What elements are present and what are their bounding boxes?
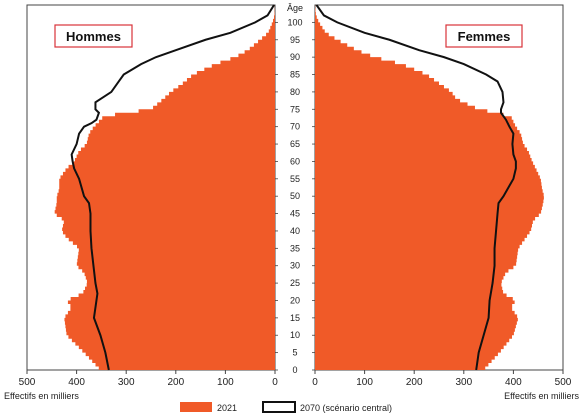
- age-axis-label: Âge: [287, 3, 303, 13]
- x-tick-label-hommes: 200: [167, 377, 184, 388]
- age-tick-label: 50: [290, 191, 300, 201]
- x-axis-label-femmes: Effectifs en milliers: [504, 391, 579, 401]
- femmes-title-box: [445, 24, 523, 48]
- age-tick-label: 25: [290, 278, 300, 288]
- age-tick-label: 95: [290, 35, 300, 45]
- age-tick-label: 65: [290, 139, 300, 149]
- age-tick-label: 85: [290, 70, 300, 80]
- x-tick-label-femmes: 200: [406, 377, 423, 388]
- x-tick-label-femmes: 400: [505, 377, 522, 388]
- legend: 2021 2070 (scénario central): [180, 401, 392, 413]
- line-2070-hommes: [70, 4, 275, 371]
- age-tick-label: 30: [290, 261, 300, 271]
- x-axis-hommes: 500 400 300 200 100 0: [19, 370, 278, 388]
- age-tick-label: 90: [290, 52, 300, 62]
- age-tick-label: 60: [290, 156, 300, 166]
- x-tick-label-hommes: 300: [118, 377, 135, 388]
- bars-2021-femmes: [315, 5, 544, 370]
- hommes-title-box: [54, 24, 133, 48]
- legend-label-2021: 2021: [217, 403, 237, 413]
- age-tick-label: 10: [290, 330, 300, 340]
- x-tick-label-hommes: 500: [19, 377, 36, 388]
- x-tick-label-femmes: 0: [312, 377, 318, 388]
- age-tick-label: 70: [290, 122, 300, 132]
- x-axis-femmes: 500 400 300 200 100 0: [312, 370, 572, 388]
- age-tick-label: 100: [287, 17, 302, 27]
- age-tick-label: 80: [290, 87, 300, 97]
- age-tick-label: 40: [290, 226, 300, 236]
- age-tick-label: 15: [290, 313, 300, 323]
- age-tick-label: 75: [290, 104, 300, 114]
- x-axis-label-hommes: Effectifs en milliers: [4, 391, 79, 401]
- hommes-title: Hommes: [66, 29, 121, 44]
- x-tick-label-femmes: 300: [455, 377, 472, 388]
- age-tick-label: 5: [292, 348, 297, 358]
- x-tick-label-hommes: 100: [217, 377, 234, 388]
- line-2070-femmes: [315, 4, 517, 371]
- age-tick-label: 20: [290, 295, 300, 305]
- age-tick-label: 35: [290, 243, 300, 253]
- x-tick-label-femmes: 500: [555, 377, 572, 388]
- age-tick-label: 0: [292, 365, 297, 375]
- age-tick-label: 55: [290, 174, 300, 184]
- legend-swatch-2021: [180, 402, 212, 412]
- x-tick-label-hommes: 0: [272, 377, 278, 388]
- femmes-title: Femmes: [458, 29, 511, 44]
- x-tick-label-hommes: 400: [68, 377, 85, 388]
- age-tick-label: 45: [290, 209, 300, 219]
- bars-2021-hommes: [54, 5, 275, 370]
- legend-label-2070: 2070 (scénario central): [300, 403, 392, 413]
- legend-swatch-2070: [262, 401, 296, 413]
- age-axis: 0 5 10 15 20 25 30 35 40 45 50 55 60 65 70 75 80 85 90 95 10…: [275, 17, 315, 375]
- x-tick-label-femmes: 100: [356, 377, 373, 388]
